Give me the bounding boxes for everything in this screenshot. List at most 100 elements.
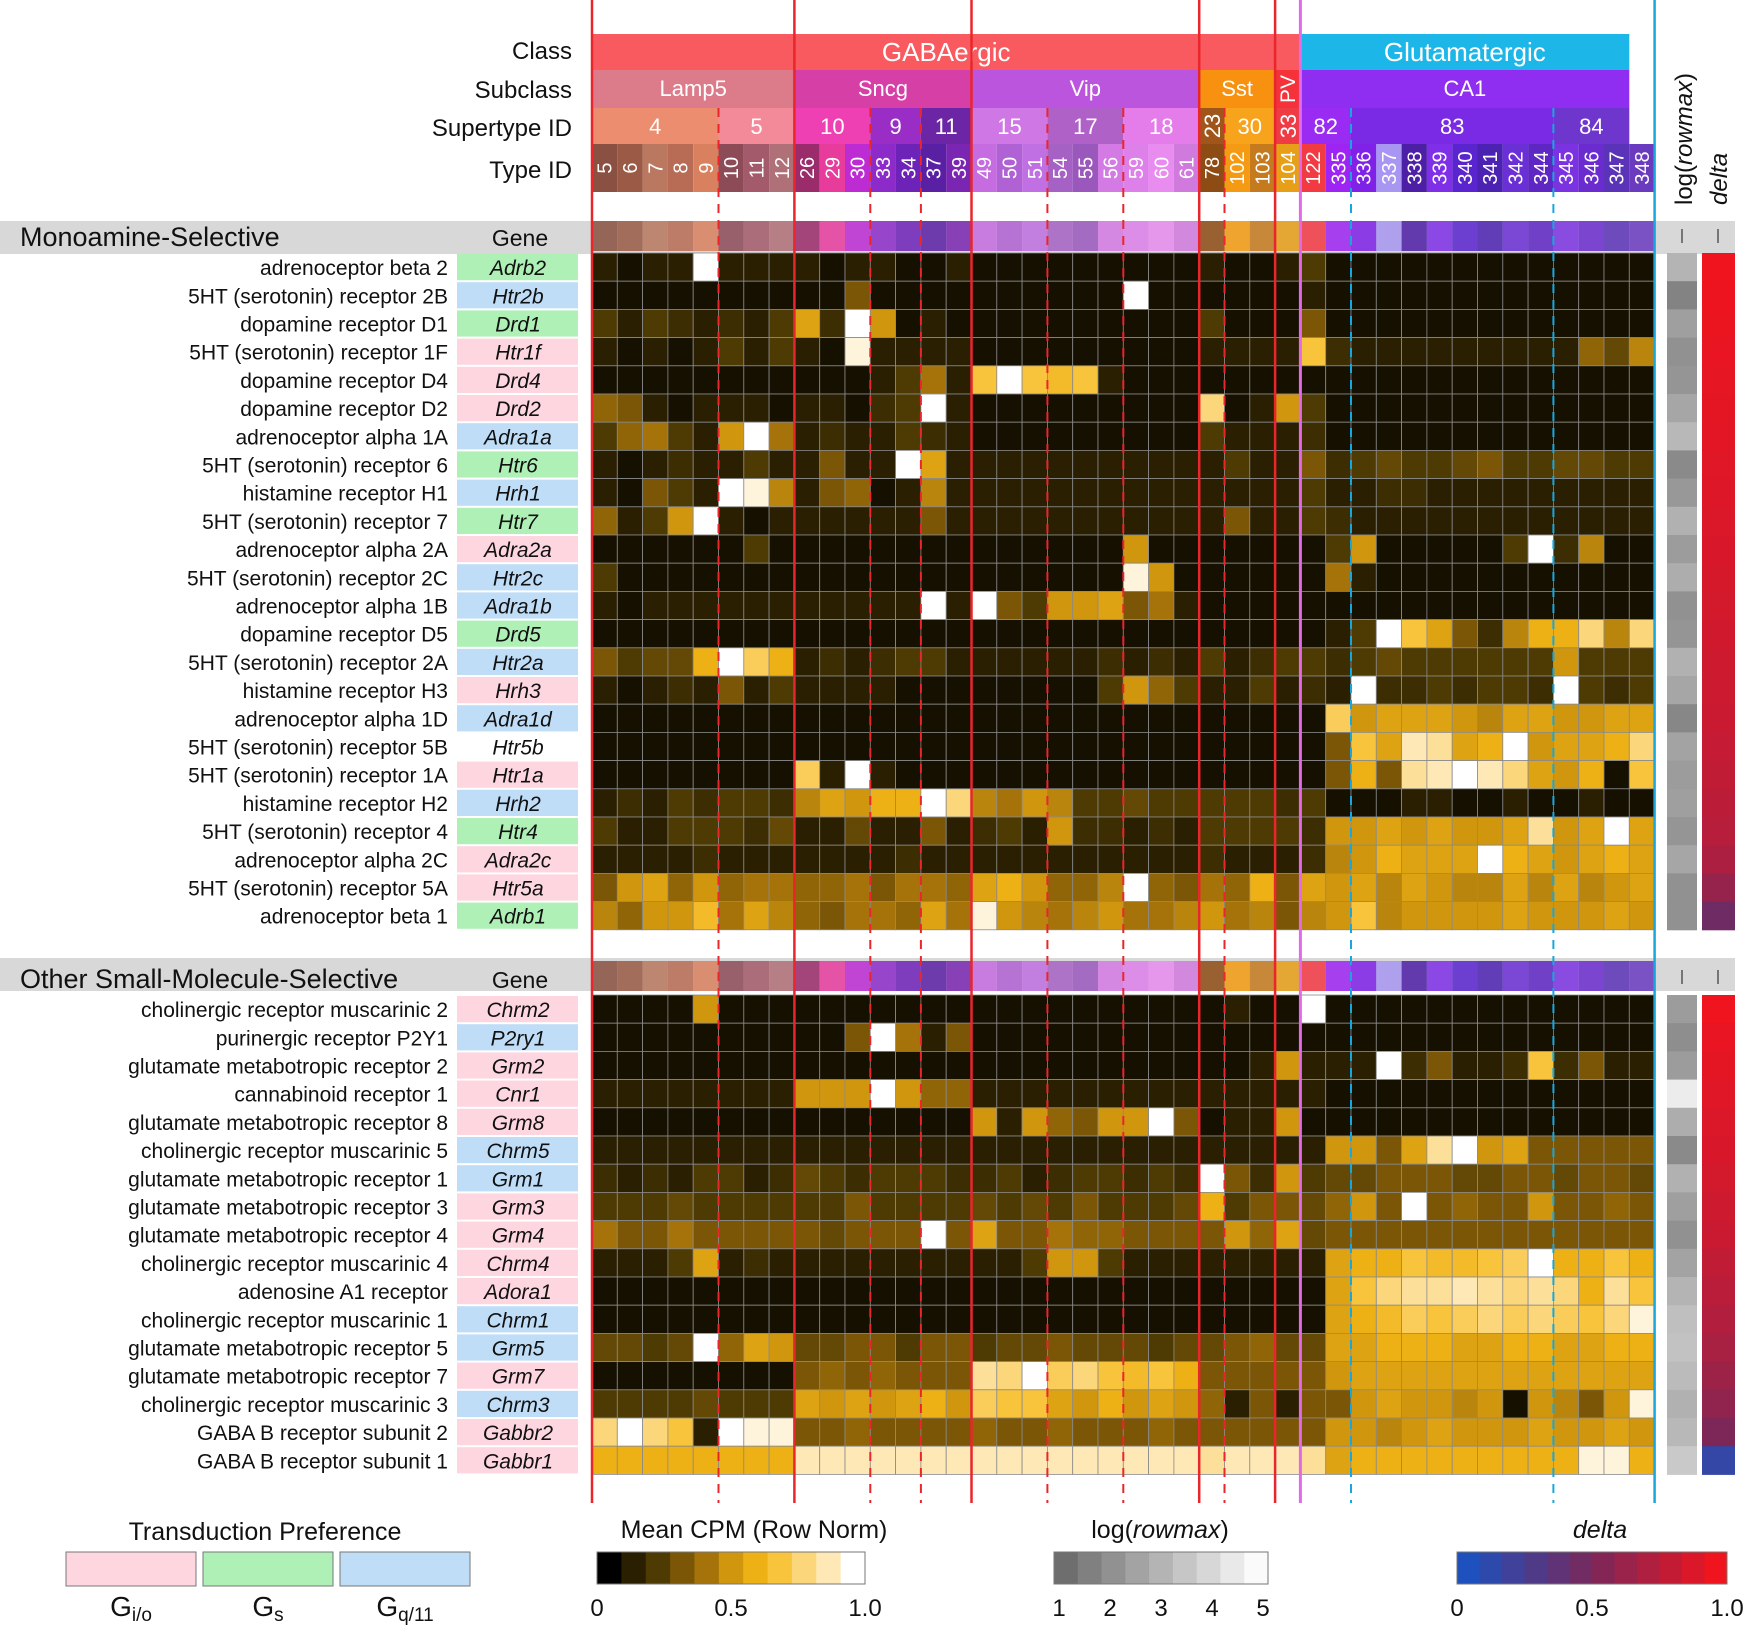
heatmap-cell xyxy=(718,308,745,338)
heatmap-cell xyxy=(1122,732,1150,762)
heatmap-cell xyxy=(945,280,972,310)
header-strip-cell-p0 xyxy=(946,221,972,251)
header-strip-cell-p0 xyxy=(1123,221,1149,251)
heatmap-cell xyxy=(1502,760,1529,790)
delta-tick-label: 1.0 xyxy=(1710,1595,1743,1622)
heatmap-cell xyxy=(591,591,618,621)
gene-symbol: Grm2 xyxy=(492,1056,545,1079)
class-label: Glutamatergic xyxy=(1384,37,1546,67)
heatmap-cell xyxy=(591,788,618,818)
heatmap-cell xyxy=(667,1445,694,1475)
heatmap-cell xyxy=(667,1333,694,1363)
delta-cell xyxy=(1702,591,1735,621)
heatmap-cell xyxy=(844,308,871,338)
heatmap-cell xyxy=(1021,1079,1048,1109)
heatmap-cell xyxy=(667,506,694,536)
heatmap-cell xyxy=(945,844,972,874)
subclass-row-label: Subclass xyxy=(475,77,572,104)
heatmap-cell xyxy=(1578,1051,1605,1081)
heatmap-cell xyxy=(1628,675,1656,705)
heatmap-cell xyxy=(1097,337,1124,367)
row-full-name: adrenoceptor beta 2 xyxy=(260,257,448,280)
heatmap-cell xyxy=(1198,1361,1225,1391)
heatmap-cell xyxy=(1426,1248,1453,1278)
row-full-name: histamine receptor H1 xyxy=(243,483,448,506)
rowmax-cell xyxy=(1667,845,1697,874)
heatmap-cell xyxy=(1628,591,1656,621)
heatmap-cell xyxy=(1628,1107,1656,1137)
heatmap-cell xyxy=(1375,534,1403,564)
heatmap-cell xyxy=(819,478,846,508)
heatmap-cell xyxy=(1148,816,1175,846)
heatmap-cell xyxy=(692,732,719,762)
heatmap-cell xyxy=(1224,534,1251,564)
heatmap-cell xyxy=(1477,788,1504,818)
heatmap-cell xyxy=(743,1107,770,1137)
heatmap-cell xyxy=(1628,1192,1656,1222)
header-strip-cell-p1 xyxy=(1022,961,1048,991)
heatmap-cell xyxy=(1047,337,1074,367)
heatmap-cell xyxy=(1502,1333,1529,1363)
heatmap-cell xyxy=(996,1163,1023,1193)
heatmap-cell xyxy=(945,1022,972,1052)
rowmax-tick-label: 5 xyxy=(1256,1595,1269,1622)
type-cell xyxy=(617,144,643,192)
heatmap-cell xyxy=(1527,1192,1554,1222)
heatmap-cell xyxy=(1173,1389,1200,1419)
heatmap-cell xyxy=(1527,280,1554,310)
heatmap-cell xyxy=(768,1389,795,1419)
heatmap-cell xyxy=(1426,1389,1453,1419)
gene-label-background xyxy=(457,1249,578,1276)
heatmap-cell xyxy=(1628,1389,1656,1419)
heatmap-cell xyxy=(1426,1051,1453,1081)
heatmap-cell xyxy=(1401,1220,1428,1250)
heatmap-cell xyxy=(1350,280,1377,310)
heatmap-cell xyxy=(1426,1135,1453,1165)
heatmap-cell xyxy=(718,1051,745,1081)
gene-symbol: Grm1 xyxy=(492,1168,545,1191)
heatmap-cell xyxy=(642,788,669,818)
header-strip-cell-p1 xyxy=(1123,961,1149,991)
heatmap-cell xyxy=(1072,365,1099,395)
heatmap-cell xyxy=(1628,1022,1656,1052)
heatmap-cell xyxy=(1300,994,1327,1024)
delta-colorbar-segment xyxy=(1524,1552,1548,1584)
heatmap-cell xyxy=(996,703,1023,733)
heatmap-cell xyxy=(1451,308,1478,338)
heatmap-cell xyxy=(895,1051,922,1081)
heatmap-cell xyxy=(1603,1022,1630,1052)
heatmap-cell xyxy=(743,1304,770,1334)
heatmap-cell xyxy=(616,591,643,621)
heatmap-cell xyxy=(1628,703,1656,733)
heatmap-cell xyxy=(996,1220,1023,1250)
heatmap-cell xyxy=(1603,1445,1630,1475)
heatmap-cell xyxy=(1325,873,1352,903)
heatmap-cell xyxy=(667,1389,694,1419)
heatmap-cell xyxy=(1603,562,1630,592)
heatmap-cell xyxy=(718,1389,745,1419)
heatmap-cell xyxy=(1502,421,1529,451)
gene-symbol: Chrm4 xyxy=(486,1253,549,1276)
heatmap-cell xyxy=(718,788,745,818)
heatmap-cell xyxy=(692,844,719,874)
delta-cell xyxy=(1702,845,1735,874)
heatmap-cell xyxy=(1072,1220,1099,1250)
heatmap-cell xyxy=(1350,901,1377,931)
heatmap-cell xyxy=(1553,844,1580,874)
cpm-colorbar-segment xyxy=(840,1552,866,1584)
heatmap-cell xyxy=(1553,421,1580,451)
heatmap-cell xyxy=(920,478,947,508)
rowmax-cell xyxy=(1667,281,1697,310)
heatmap-cell xyxy=(1375,1220,1403,1250)
heatmap-cell xyxy=(1628,1304,1656,1334)
heatmap-cell xyxy=(1021,449,1048,479)
heatmap-cell xyxy=(1401,994,1428,1024)
heatmap-cell xyxy=(1628,1163,1656,1193)
heatmap-cell xyxy=(1325,449,1352,479)
heatmap-cell xyxy=(794,1135,821,1165)
heatmap-cell xyxy=(1122,703,1150,733)
heatmap-cell xyxy=(1072,1389,1099,1419)
heatmap-cell xyxy=(667,703,694,733)
heatmap-cell xyxy=(1047,562,1074,592)
